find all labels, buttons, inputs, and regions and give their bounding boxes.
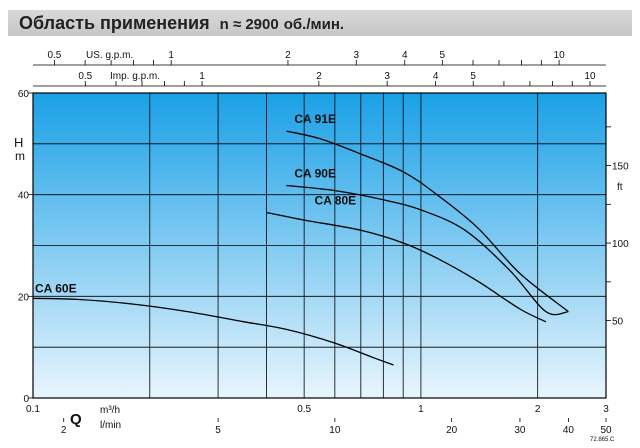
title-label: Область применения [19, 13, 210, 33]
y-axis-label-h: H [14, 135, 23, 150]
series-label: CA 90E [294, 167, 336, 181]
series-layer: CA 60E CA 80E CA 90E CA 91E [32, 112, 569, 366]
x-axis-label: Q [70, 411, 82, 428]
lpm-tick-label: 10 [329, 425, 341, 436]
ft-tick-label: 50 [612, 317, 624, 328]
x-axis-unit-secondary: l/min [100, 420, 121, 431]
top-scale-tick-label: 4 [402, 50, 408, 61]
axes: 0.1 0.5 1 2 3 2 5 10 20 30 40 50 0 20 40 60 50 100 150 [18, 89, 629, 436]
x-tick-label: 3 [603, 404, 609, 415]
y-tick-label: 40 [18, 191, 30, 202]
top-scale-label: Imp. g.p.m. [110, 71, 160, 82]
top-scale-tick-label: 0.5 [78, 71, 92, 82]
lpm-tick-label: 2 [61, 425, 67, 436]
y-axis-ft-label: ft [617, 182, 623, 193]
top-scale-tick-label: 3 [384, 71, 390, 82]
top-scale-tick-label: 4 [433, 71, 439, 82]
lpm-tick-label: 40 [563, 425, 575, 436]
top-scale-tick-label: 5 [470, 71, 476, 82]
page-title: Область применения n ≈ 2900 об./мин. [19, 13, 344, 34]
series-label: CA 91E [294, 112, 336, 126]
top-scale-tick-label: 0.5 [47, 50, 61, 61]
top-scale-tick-label: 2 [285, 50, 291, 61]
title-band [8, 10, 632, 36]
y-axis-label-m: m [15, 149, 25, 163]
x-axis-unit-main: m³/h [100, 405, 120, 416]
top-scale-tick-label: 3 [353, 50, 359, 61]
series-line [32, 297, 394, 366]
top-scale-tick-label: 10 [554, 50, 566, 61]
lpm-tick-label: 30 [514, 425, 526, 436]
x-tick-label: 2 [535, 404, 541, 415]
title-speed-unit: об./мин. [283, 16, 345, 33]
title-bar: Область применения n ≈ 2900 об./мин. [0, 0, 640, 38]
grid-lines [33, 93, 606, 398]
top-scale-tick-label: 2 [316, 71, 322, 82]
y-tick-label: 0 [23, 394, 29, 405]
ft-tick-label: 150 [612, 162, 629, 173]
series-line [286, 184, 569, 316]
y-tick-label: 20 [18, 292, 30, 303]
lpm-tick-label: 5 [215, 425, 221, 436]
y-tick-label: 60 [18, 89, 30, 100]
top-scale-tick-label: 5 [440, 50, 446, 61]
series-line [266, 211, 547, 323]
top-scale-tick-label: 1 [199, 71, 205, 82]
x-tick-label: 0.1 [26, 404, 40, 415]
top-scale-tick-label: 10 [584, 71, 596, 82]
series-line [286, 130, 569, 313]
lpm-tick-label: 50 [600, 425, 612, 436]
chart-code: 72.865.C [590, 437, 615, 443]
series-label: CA 60E [35, 281, 77, 295]
ft-tick-label: 100 [612, 239, 629, 250]
top-scale-label: US. g.p.m. [86, 50, 133, 61]
lpm-tick-label: 20 [446, 425, 458, 436]
x-tick-label: 0.5 [297, 404, 311, 415]
title-speed: n ≈ 2900 [219, 16, 279, 33]
top-scale-tick-label: 1 [168, 50, 174, 61]
series-label: CA 80E [315, 193, 357, 207]
x-tick-label: 1 [418, 404, 424, 415]
